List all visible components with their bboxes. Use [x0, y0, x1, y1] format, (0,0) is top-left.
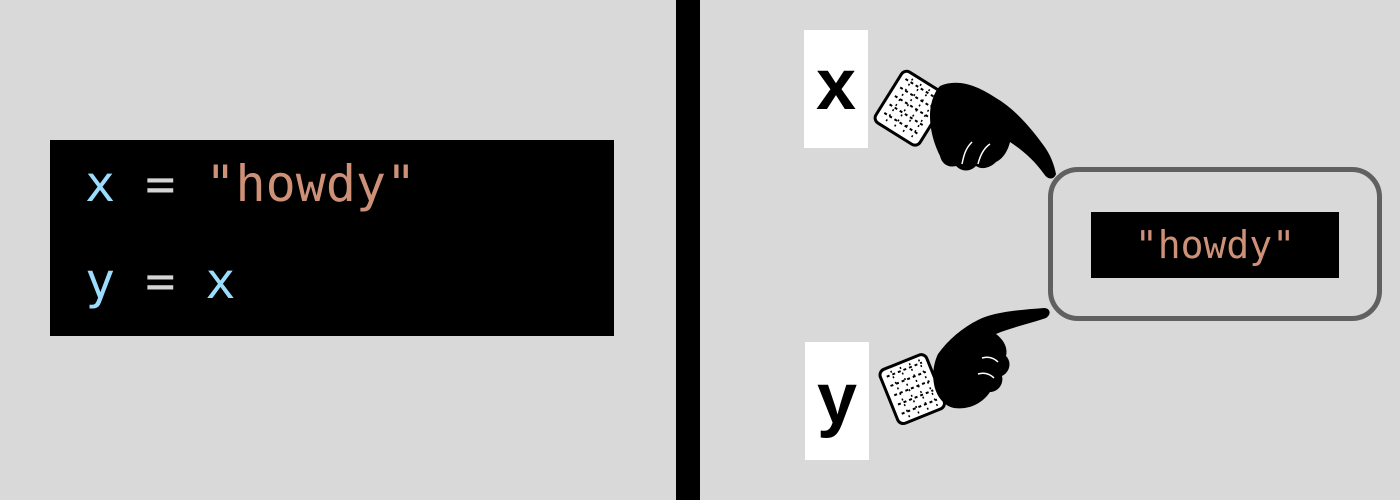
code-var-y: y — [85, 252, 116, 310]
string-object: "howdy" — [1091, 212, 1339, 278]
pointing-hand-x-icon — [873, 69, 1056, 179]
code-line-1: x = "howdy" — [85, 158, 614, 210]
code-line-2: y = x — [85, 255, 614, 307]
name-label-y: y — [816, 359, 858, 439]
code-var-x: x — [85, 155, 116, 213]
code-assign-op: = — [115, 252, 206, 310]
divider — [676, 0, 700, 500]
name-box-x: x — [804, 30, 868, 148]
name-box-y: y — [805, 342, 869, 460]
code-panel: x = "howdy" y = x — [50, 140, 614, 336]
pointing-hand-y-icon — [878, 308, 1050, 426]
code-assign-op: = — [115, 155, 206, 213]
code-var-ref-x: x — [205, 252, 236, 310]
name-label-x: x — [815, 45, 857, 125]
code-string-literal: "howdy" — [205, 155, 417, 213]
object-frame — [1048, 167, 1382, 321]
string-object-value: "howdy" — [1134, 223, 1296, 267]
